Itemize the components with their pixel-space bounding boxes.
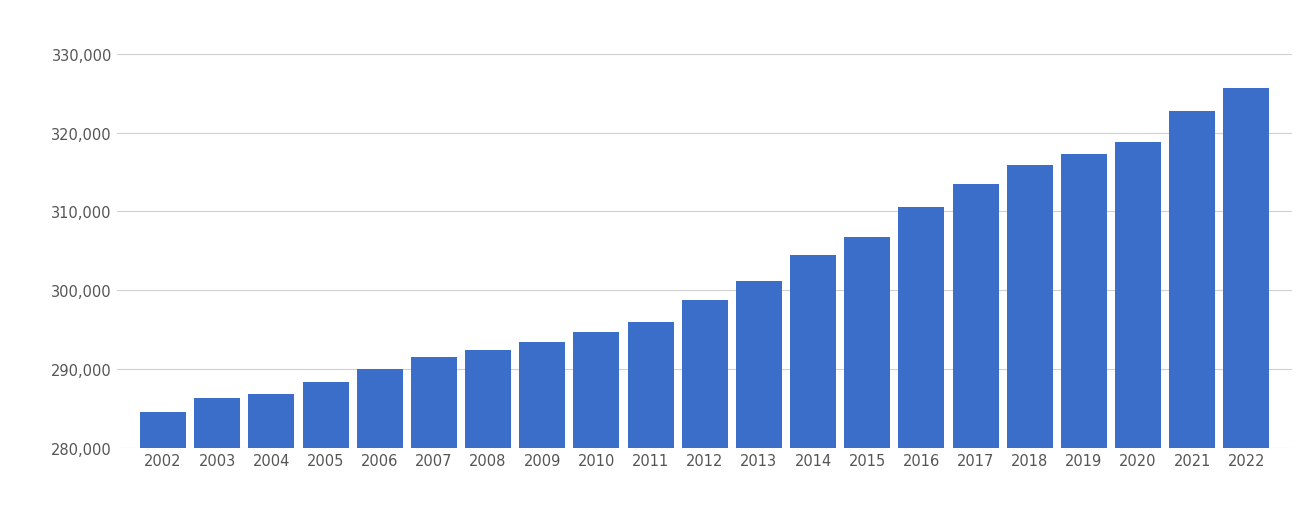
Bar xyxy=(194,399,240,509)
Bar xyxy=(248,394,295,509)
Bar xyxy=(1114,143,1161,509)
Bar xyxy=(519,343,565,509)
Bar xyxy=(736,281,782,509)
Bar xyxy=(1061,155,1107,509)
Bar xyxy=(1006,165,1053,509)
Bar xyxy=(844,237,890,509)
Bar xyxy=(953,184,998,509)
Bar xyxy=(140,412,187,509)
Bar xyxy=(356,369,403,509)
Bar xyxy=(681,301,728,509)
Bar xyxy=(411,357,457,509)
Bar xyxy=(573,332,620,509)
Bar xyxy=(790,255,837,509)
Bar xyxy=(628,322,673,509)
Bar xyxy=(1169,112,1215,509)
Bar xyxy=(1223,89,1270,509)
Bar xyxy=(303,383,348,509)
Bar xyxy=(898,207,945,509)
Bar xyxy=(465,350,512,509)
